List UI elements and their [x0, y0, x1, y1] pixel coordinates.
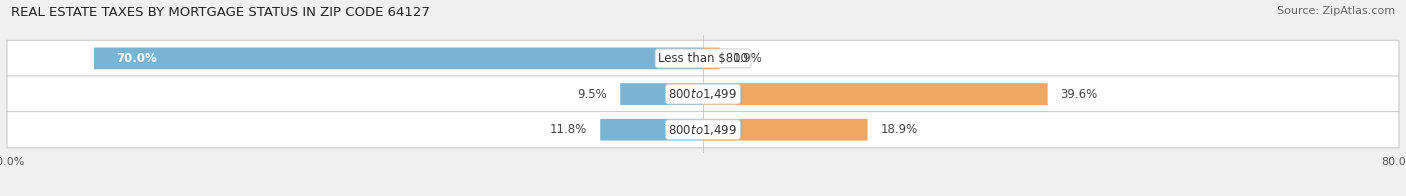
Text: Less than $800: Less than $800: [658, 52, 748, 65]
Text: 11.8%: 11.8%: [550, 123, 588, 136]
Text: 1.9%: 1.9%: [733, 52, 762, 65]
Text: REAL ESTATE TAXES BY MORTGAGE STATUS IN ZIP CODE 64127: REAL ESTATE TAXES BY MORTGAGE STATUS IN …: [11, 6, 430, 19]
FancyBboxPatch shape: [7, 76, 1399, 112]
Text: 18.9%: 18.9%: [880, 123, 918, 136]
FancyBboxPatch shape: [7, 112, 1399, 148]
Text: 9.5%: 9.5%: [578, 88, 607, 101]
FancyBboxPatch shape: [703, 119, 868, 141]
FancyBboxPatch shape: [703, 48, 720, 69]
FancyBboxPatch shape: [7, 40, 1399, 77]
FancyBboxPatch shape: [600, 119, 703, 141]
FancyBboxPatch shape: [620, 83, 703, 105]
Text: 70.0%: 70.0%: [115, 52, 156, 65]
Text: Source: ZipAtlas.com: Source: ZipAtlas.com: [1277, 6, 1395, 16]
FancyBboxPatch shape: [94, 48, 703, 69]
Text: $800 to $1,499: $800 to $1,499: [668, 87, 738, 101]
FancyBboxPatch shape: [703, 83, 1047, 105]
Text: 39.6%: 39.6%: [1060, 88, 1098, 101]
Text: $800 to $1,499: $800 to $1,499: [668, 123, 738, 137]
